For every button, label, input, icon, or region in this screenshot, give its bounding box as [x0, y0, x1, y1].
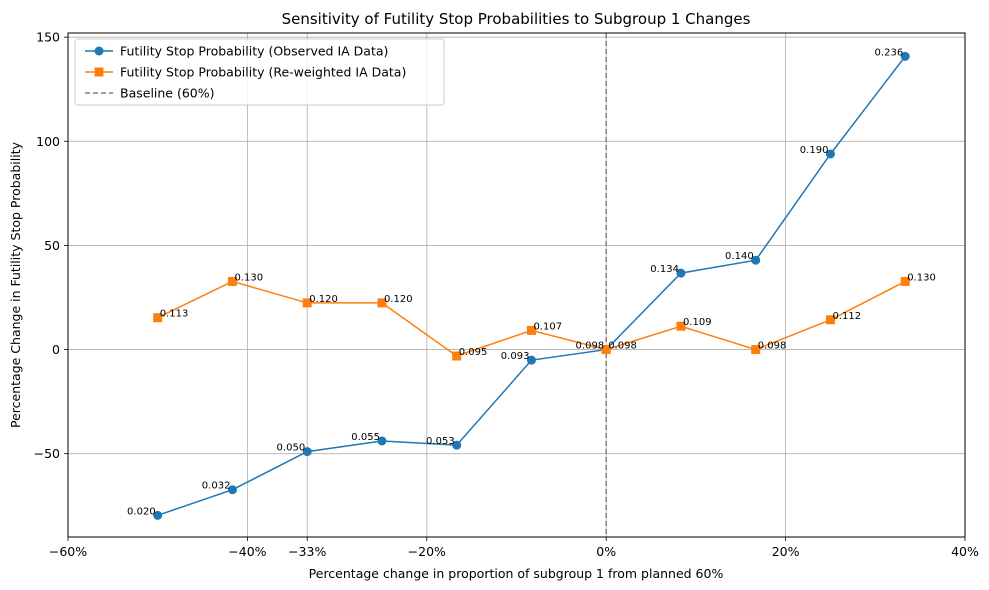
data-point	[900, 51, 910, 61]
data-label: 0.190	[800, 145, 829, 156]
data-point	[751, 255, 761, 265]
data-label: 0.109	[683, 317, 712, 328]
data-point	[153, 313, 163, 323]
data-label: 0.098	[608, 341, 637, 352]
x-tick-label: −60%	[49, 544, 87, 559]
data-point	[377, 436, 387, 446]
data-label: 0.113	[160, 309, 189, 320]
data-point	[676, 321, 686, 331]
y-tick-label: 0	[52, 342, 60, 357]
data-point	[751, 345, 761, 355]
plot-frame	[67, 32, 966, 538]
data-label: 0.112	[832, 311, 861, 322]
legend-marker-reweighted	[94, 67, 104, 77]
x-tick-label: 40%	[951, 544, 979, 559]
data-label: 0.107	[533, 321, 562, 332]
data-label: 0.134	[650, 264, 679, 275]
legend-marker-observed	[94, 46, 104, 56]
data-point	[377, 298, 387, 308]
data-point	[227, 485, 237, 495]
y-tick-label: 150	[36, 30, 60, 45]
data-point	[526, 325, 536, 335]
data-point	[676, 268, 686, 278]
data-label: 0.098	[576, 341, 605, 352]
data-label: 0.098	[758, 341, 787, 352]
data-point	[227, 276, 237, 286]
data-point	[452, 351, 462, 361]
data-label: 0.020	[127, 506, 156, 517]
y-axis-title: Percentage Change in Futility Stop Proba…	[8, 141, 23, 428]
y-tick-label: 100	[36, 134, 60, 149]
x-axis-title: Percentage change in proportion of subgr…	[309, 566, 724, 581]
data-label: 0.095	[459, 347, 488, 358]
data-label: 0.093	[501, 351, 530, 362]
tick-layer: −60% −40% −33% −20% 0% 20% 40% −50 0 50 100 150	[34, 30, 979, 559]
data-label: 0.053	[426, 436, 455, 447]
data-label: 0.050	[277, 443, 306, 454]
x-tick-label: 0%	[596, 544, 616, 559]
legend: Futility Stop Probability (Observed IA D…	[74, 38, 445, 106]
x-tick-label: 20%	[772, 544, 800, 559]
legend-label-observed: Futility Stop Probability (Observed IA D…	[120, 44, 388, 59]
data-point	[825, 315, 835, 325]
x-tick-label: −33%	[288, 544, 326, 559]
data-label: 0.130	[234, 272, 263, 283]
legend-box	[74, 38, 445, 106]
series-line-0	[157, 55, 906, 517]
data-label: 0.236	[875, 47, 904, 58]
data-label: 0.055	[351, 432, 380, 443]
legend-label-reweighted: Futility Stop Probability (Re-weighted I…	[120, 65, 406, 80]
data-point	[452, 440, 462, 450]
legend-label-baseline: Baseline (60%)	[120, 86, 215, 101]
x-tick-label: −40%	[228, 544, 266, 559]
x-tick-label: −20%	[408, 544, 446, 559]
grid-layer	[67, 33, 966, 537]
y-tick-label: −50	[34, 446, 60, 461]
series-line-1	[157, 280, 906, 357]
data-point	[526, 355, 536, 365]
data-label-layer: 0.020 0.032 0.050 0.055 0.053 0.093 0.098 0.134…	[127, 47, 936, 517]
data-label: 0.120	[384, 294, 413, 305]
data-label: 0.120	[309, 294, 338, 305]
series-layer	[153, 51, 910, 520]
data-label: 0.140	[725, 251, 754, 262]
data-point	[601, 345, 611, 355]
data-label: 0.130	[907, 272, 936, 283]
data-point	[302, 447, 312, 457]
data-label: 0.032	[202, 481, 231, 492]
data-point	[153, 510, 163, 520]
data-point	[825, 149, 835, 159]
y-tick-label: 50	[44, 238, 60, 253]
data-point	[900, 276, 910, 286]
data-point	[302, 298, 312, 308]
chart-title: Sensitivity of Futility Stop Probabiliti…	[282, 10, 751, 28]
